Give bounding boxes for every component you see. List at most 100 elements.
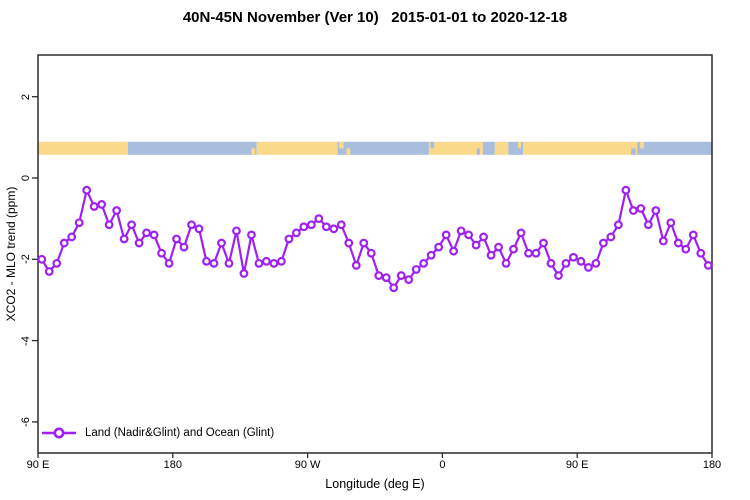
data-point-marker <box>703 260 713 270</box>
data-point-marker <box>456 226 466 236</box>
data-point-marker <box>486 250 496 260</box>
x-tick-label: 0 <box>439 459 446 471</box>
coast-patch <box>251 148 256 155</box>
data-point-marker <box>381 273 391 282</box>
coast-patch <box>430 141 435 149</box>
coast-patch <box>115 148 121 155</box>
x-tick-label: 90 E <box>26 459 50 471</box>
data-point-marker <box>509 244 518 254</box>
data-point-marker <box>284 234 294 244</box>
data-point-marker <box>262 256 271 266</box>
data-point-marker <box>359 238 369 248</box>
data-point-marker <box>396 271 406 280</box>
data-point-marker <box>389 283 399 293</box>
data-point-marker <box>546 258 556 268</box>
data-point-marker <box>426 250 436 260</box>
data-point-marker <box>134 238 144 248</box>
data-point-marker <box>247 230 256 240</box>
coast-patch <box>346 148 351 155</box>
plot-box <box>37 54 713 454</box>
data-point-marker <box>419 258 429 268</box>
data-point-marker <box>187 220 196 230</box>
coast-patch <box>339 141 344 149</box>
x-tick-label: 180 <box>702 459 722 471</box>
y-tick-label: -2 <box>20 254 32 265</box>
data-point-marker <box>584 263 593 272</box>
surface-band-segment <box>482 141 495 155</box>
data-point-marker <box>97 200 107 209</box>
surface-band-segment <box>256 141 338 155</box>
data-point-marker <box>119 234 129 244</box>
data-point-marker <box>628 206 638 215</box>
legend-label: Land (Nadir&Glint) and Ocean (Glint) <box>85 427 275 439</box>
data-point-marker <box>651 206 661 215</box>
data-point-marker <box>112 206 122 215</box>
data-point-marker <box>494 242 503 252</box>
surface-band-segment <box>494 141 509 155</box>
data-point-marker <box>576 256 586 266</box>
data-point-marker <box>539 238 548 248</box>
data-point-marker <box>411 265 421 274</box>
data-point-marker <box>344 238 354 248</box>
data-point-marker <box>336 220 346 230</box>
y-tick-label: 2 <box>20 93 32 100</box>
data-point-marker <box>658 236 668 246</box>
data-point-marker <box>643 220 653 230</box>
data-point-marker <box>291 228 301 238</box>
data-point-marker <box>329 224 339 234</box>
data-point-marker <box>599 238 608 248</box>
surface-band-segment <box>523 141 638 155</box>
coast-patch <box>518 141 522 149</box>
data-point-marker <box>449 246 459 256</box>
data-point-marker <box>127 220 137 230</box>
data-point-marker <box>157 248 166 258</box>
data-point-marker <box>441 230 451 240</box>
data-point-marker <box>374 271 384 280</box>
data-point-marker <box>44 267 54 276</box>
surface-band-segment <box>637 141 712 155</box>
data-point-marker <box>269 258 279 268</box>
page-title: 40N-45N November (Ver 10) 2015-01-01 to … <box>182 9 568 26</box>
data-point-marker <box>224 258 234 268</box>
data-point-marker <box>471 240 481 250</box>
data-point-marker <box>104 220 114 230</box>
x-tick-label: 90 W <box>294 459 321 471</box>
data-point-marker <box>299 222 309 232</box>
surface-band-segment <box>428 141 483 155</box>
data-point-marker <box>516 228 526 238</box>
coast-patch <box>123 141 128 149</box>
data-point-marker <box>404 275 414 285</box>
data-point-marker <box>366 248 376 258</box>
data-point-marker <box>149 230 159 240</box>
data-point-marker <box>606 232 616 242</box>
data-point-marker <box>142 228 151 238</box>
data-point-marker <box>621 185 631 195</box>
data-point-marker <box>89 202 99 211</box>
data-point-marker <box>688 230 698 240</box>
data-point-marker <box>434 242 444 252</box>
data-point-marker <box>239 269 249 278</box>
surface-band-segment <box>127 141 257 155</box>
x-tick-label: 90 E <box>565 459 589 471</box>
data-point-marker <box>681 244 691 254</box>
data-point-marker <box>554 271 563 280</box>
data-point-marker <box>82 185 92 195</box>
data-point-marker <box>52 258 62 268</box>
data-point-marker <box>202 256 211 266</box>
data-point-marker <box>172 234 181 244</box>
data-point-marker <box>569 252 578 262</box>
data-point-marker <box>501 258 511 268</box>
y-axis-title: XCO2 - MLO trend (ppm) <box>4 186 18 322</box>
coast-patch <box>631 148 636 155</box>
data-point-marker <box>276 256 286 266</box>
data-point-marker <box>561 258 571 268</box>
data-point-marker <box>479 232 488 242</box>
data-point-marker <box>254 258 264 268</box>
data-point-marker <box>194 224 204 234</box>
data-point-marker <box>314 214 324 224</box>
data-point-marker <box>464 230 474 240</box>
y-tick-label: -4 <box>20 335 32 346</box>
data-point-marker <box>591 258 601 268</box>
data-point-marker <box>67 232 77 242</box>
